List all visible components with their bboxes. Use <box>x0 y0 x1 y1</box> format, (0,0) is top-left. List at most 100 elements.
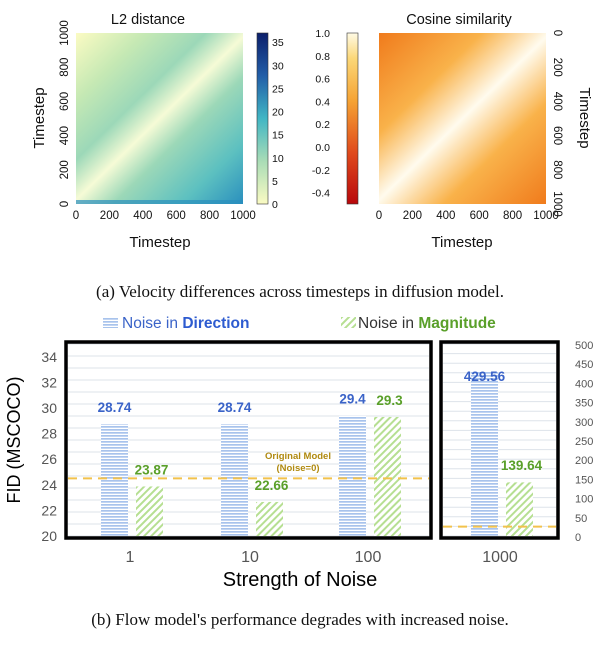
l2-y-tick-labels: 0 200 400 600 800 1000 <box>59 20 71 207</box>
cos-y-axis-label: Timestep <box>576 87 593 148</box>
bar-direction-100 <box>339 415 366 536</box>
l2-x-tick: 0 <box>73 210 79 222</box>
y-tick-label: 350 <box>575 398 593 410</box>
cosine-heatmap-panel: Cosine similarity -0.4 -0.2 0.0 0.2 0.4 0.6 0.… <box>312 12 593 251</box>
value-label-magnitude-100: 29.3 <box>376 393 403 408</box>
value-label-direction-1000: 429.56 <box>464 369 506 384</box>
y-tick-label: 0 <box>575 532 581 544</box>
legend-direction-swatch <box>103 317 118 328</box>
l2-x-tick: 1000 <box>230 210 256 222</box>
inset-frame <box>439 340 560 540</box>
l2-x-tick: 800 <box>200 210 219 222</box>
inset-value-labels: 429.56 139.64 <box>464 369 543 473</box>
value-label-direction-10: 28.74 <box>218 400 252 415</box>
cos-y-tick: 800 <box>551 160 563 179</box>
main-y-tick-labels: 20 22 24 26 28 30 32 34 <box>41 349 57 544</box>
y-tick-label: 150 <box>575 474 593 486</box>
value-label-magnitude-1: 23.87 <box>135 462 169 477</box>
baseline-label-line2: (Noise=0) <box>276 463 319 474</box>
cos-colorbar-tick: 0.8 <box>315 51 330 63</box>
main-value-labels: 28.74 23.87 28.74 22.66 29.4 29.3 <box>98 392 404 493</box>
l2-x-tick: 200 <box>100 210 119 222</box>
inset-bar-chart: 429.56 139.64 0 50 100 150 200 250 300 350 400 450… <box>439 340 593 566</box>
l2-colorbar-tick: 0 <box>272 199 278 211</box>
l2-title: L2 distance <box>111 12 185 28</box>
y-tick-label: 20 <box>41 528 57 544</box>
y-tick-label: 34 <box>41 349 57 365</box>
cos-x-tick: 400 <box>436 210 455 222</box>
x-tick-label: 100 <box>355 549 382 566</box>
l2-colorbar-tick: 10 <box>272 153 284 165</box>
l2-y-tick: 800 <box>59 58 71 77</box>
l2-heatmap-edge <box>76 200 243 204</box>
cos-x-tick: 800 <box>503 210 522 222</box>
y-tick-label: 22 <box>41 502 57 518</box>
bar-magnitude-10 <box>256 501 283 536</box>
cos-colorbar-tick: 0.6 <box>315 74 330 86</box>
x-tick-label: 10 <box>241 549 259 566</box>
bar-direction-1000 <box>471 371 498 536</box>
y-tick-label: 300 <box>575 417 593 429</box>
l2-heatmap <box>76 33 243 204</box>
cos-colorbar-tick: 0.4 <box>315 96 330 108</box>
main-y-axis-label: FID (MSCOCO) <box>4 377 24 504</box>
cos-colorbar-tick: 0.0 <box>315 142 330 154</box>
l2-colorbar <box>256 32 269 205</box>
inset-bars <box>471 371 533 536</box>
bar-magnitude-1000 <box>506 482 533 536</box>
cos-y-tick: 600 <box>551 126 563 145</box>
value-label-magnitude-10: 22.66 <box>255 478 289 493</box>
bar-direction-10 <box>221 424 248 536</box>
cos-colorbar-tick: 1.0 <box>315 28 330 40</box>
main-x-axis-label: Strength of Noise <box>223 569 378 591</box>
y-tick-label: 100 <box>575 494 593 506</box>
y-tick-label: 250 <box>575 436 593 448</box>
l2-y-tick: 1000 <box>59 20 71 46</box>
l2-x-tick: 400 <box>133 210 152 222</box>
y-tick-label: 450 <box>575 359 593 371</box>
x-tick-label: 1 <box>126 549 135 566</box>
cos-x-tick-labels: 0 200 400 600 800 1000 <box>376 210 559 222</box>
l2-x-axis-label: Timestep <box>129 234 190 251</box>
cos-y-tick: 1000 <box>551 191 563 217</box>
l2-x-tick-labels: 0 200 400 600 800 1000 <box>73 210 256 222</box>
y-tick-label: 500 <box>575 340 593 352</box>
l2-y-tick: 200 <box>59 160 71 179</box>
bar-direction-1 <box>101 424 128 536</box>
main-bars <box>101 415 401 536</box>
y-tick-label: 200 <box>575 455 593 467</box>
caption-b: (b) Flow model's performance degrades wi… <box>91 610 509 629</box>
y-tick-label: 26 <box>41 451 57 467</box>
y-tick-label: 28 <box>41 426 57 442</box>
caption-a: (a) Velocity differences across timestep… <box>96 282 504 301</box>
l2-y-tick: 0 <box>59 201 71 207</box>
inset-x-tick-labels: 1000 <box>482 549 518 566</box>
l2-y-axis-label: Timestep <box>31 87 48 148</box>
y-tick-label: 32 <box>41 374 57 390</box>
bar-magnitude-1 <box>136 486 163 536</box>
l2-colorbar-tick: 35 <box>272 37 284 49</box>
main-frame <box>64 340 433 540</box>
y-tick-label: 50 <box>575 513 587 525</box>
cos-x-tick: 1000 <box>533 210 559 222</box>
main-bar-chart: 20 22 24 26 28 30 32 34 Original Model (Noise=0… <box>4 340 433 591</box>
cos-x-tick: 0 <box>376 210 382 222</box>
l2-colorbar-tick: 30 <box>272 60 284 72</box>
cos-y-tick-labels: 0 200 400 600 800 1000 <box>551 30 563 217</box>
y-tick-label: 30 <box>41 400 57 416</box>
cos-y-tick: 400 <box>551 92 563 111</box>
legend-magnitude-swatch <box>341 317 356 328</box>
legend-direction: Noise in Direction <box>122 315 250 332</box>
cos-colorbar-tick: 0.2 <box>315 119 330 131</box>
bar-magnitude-100 <box>374 416 401 536</box>
cos-x-tick: 600 <box>470 210 489 222</box>
y-tick-label: 24 <box>41 477 57 493</box>
l2-y-tick: 600 <box>59 92 71 111</box>
cos-x-tick: 200 <box>403 210 422 222</box>
cos-y-tick: 0 <box>551 30 563 36</box>
legend: Noise in Direction Noise in Magnitude <box>103 315 496 332</box>
y-tick-label: 400 <box>575 378 593 390</box>
cos-colorbar-tick-labels: -0.4 -0.2 0.0 0.2 0.4 0.6 0.8 1.0 <box>312 28 330 200</box>
l2-colorbar-tick: 5 <box>272 176 278 188</box>
